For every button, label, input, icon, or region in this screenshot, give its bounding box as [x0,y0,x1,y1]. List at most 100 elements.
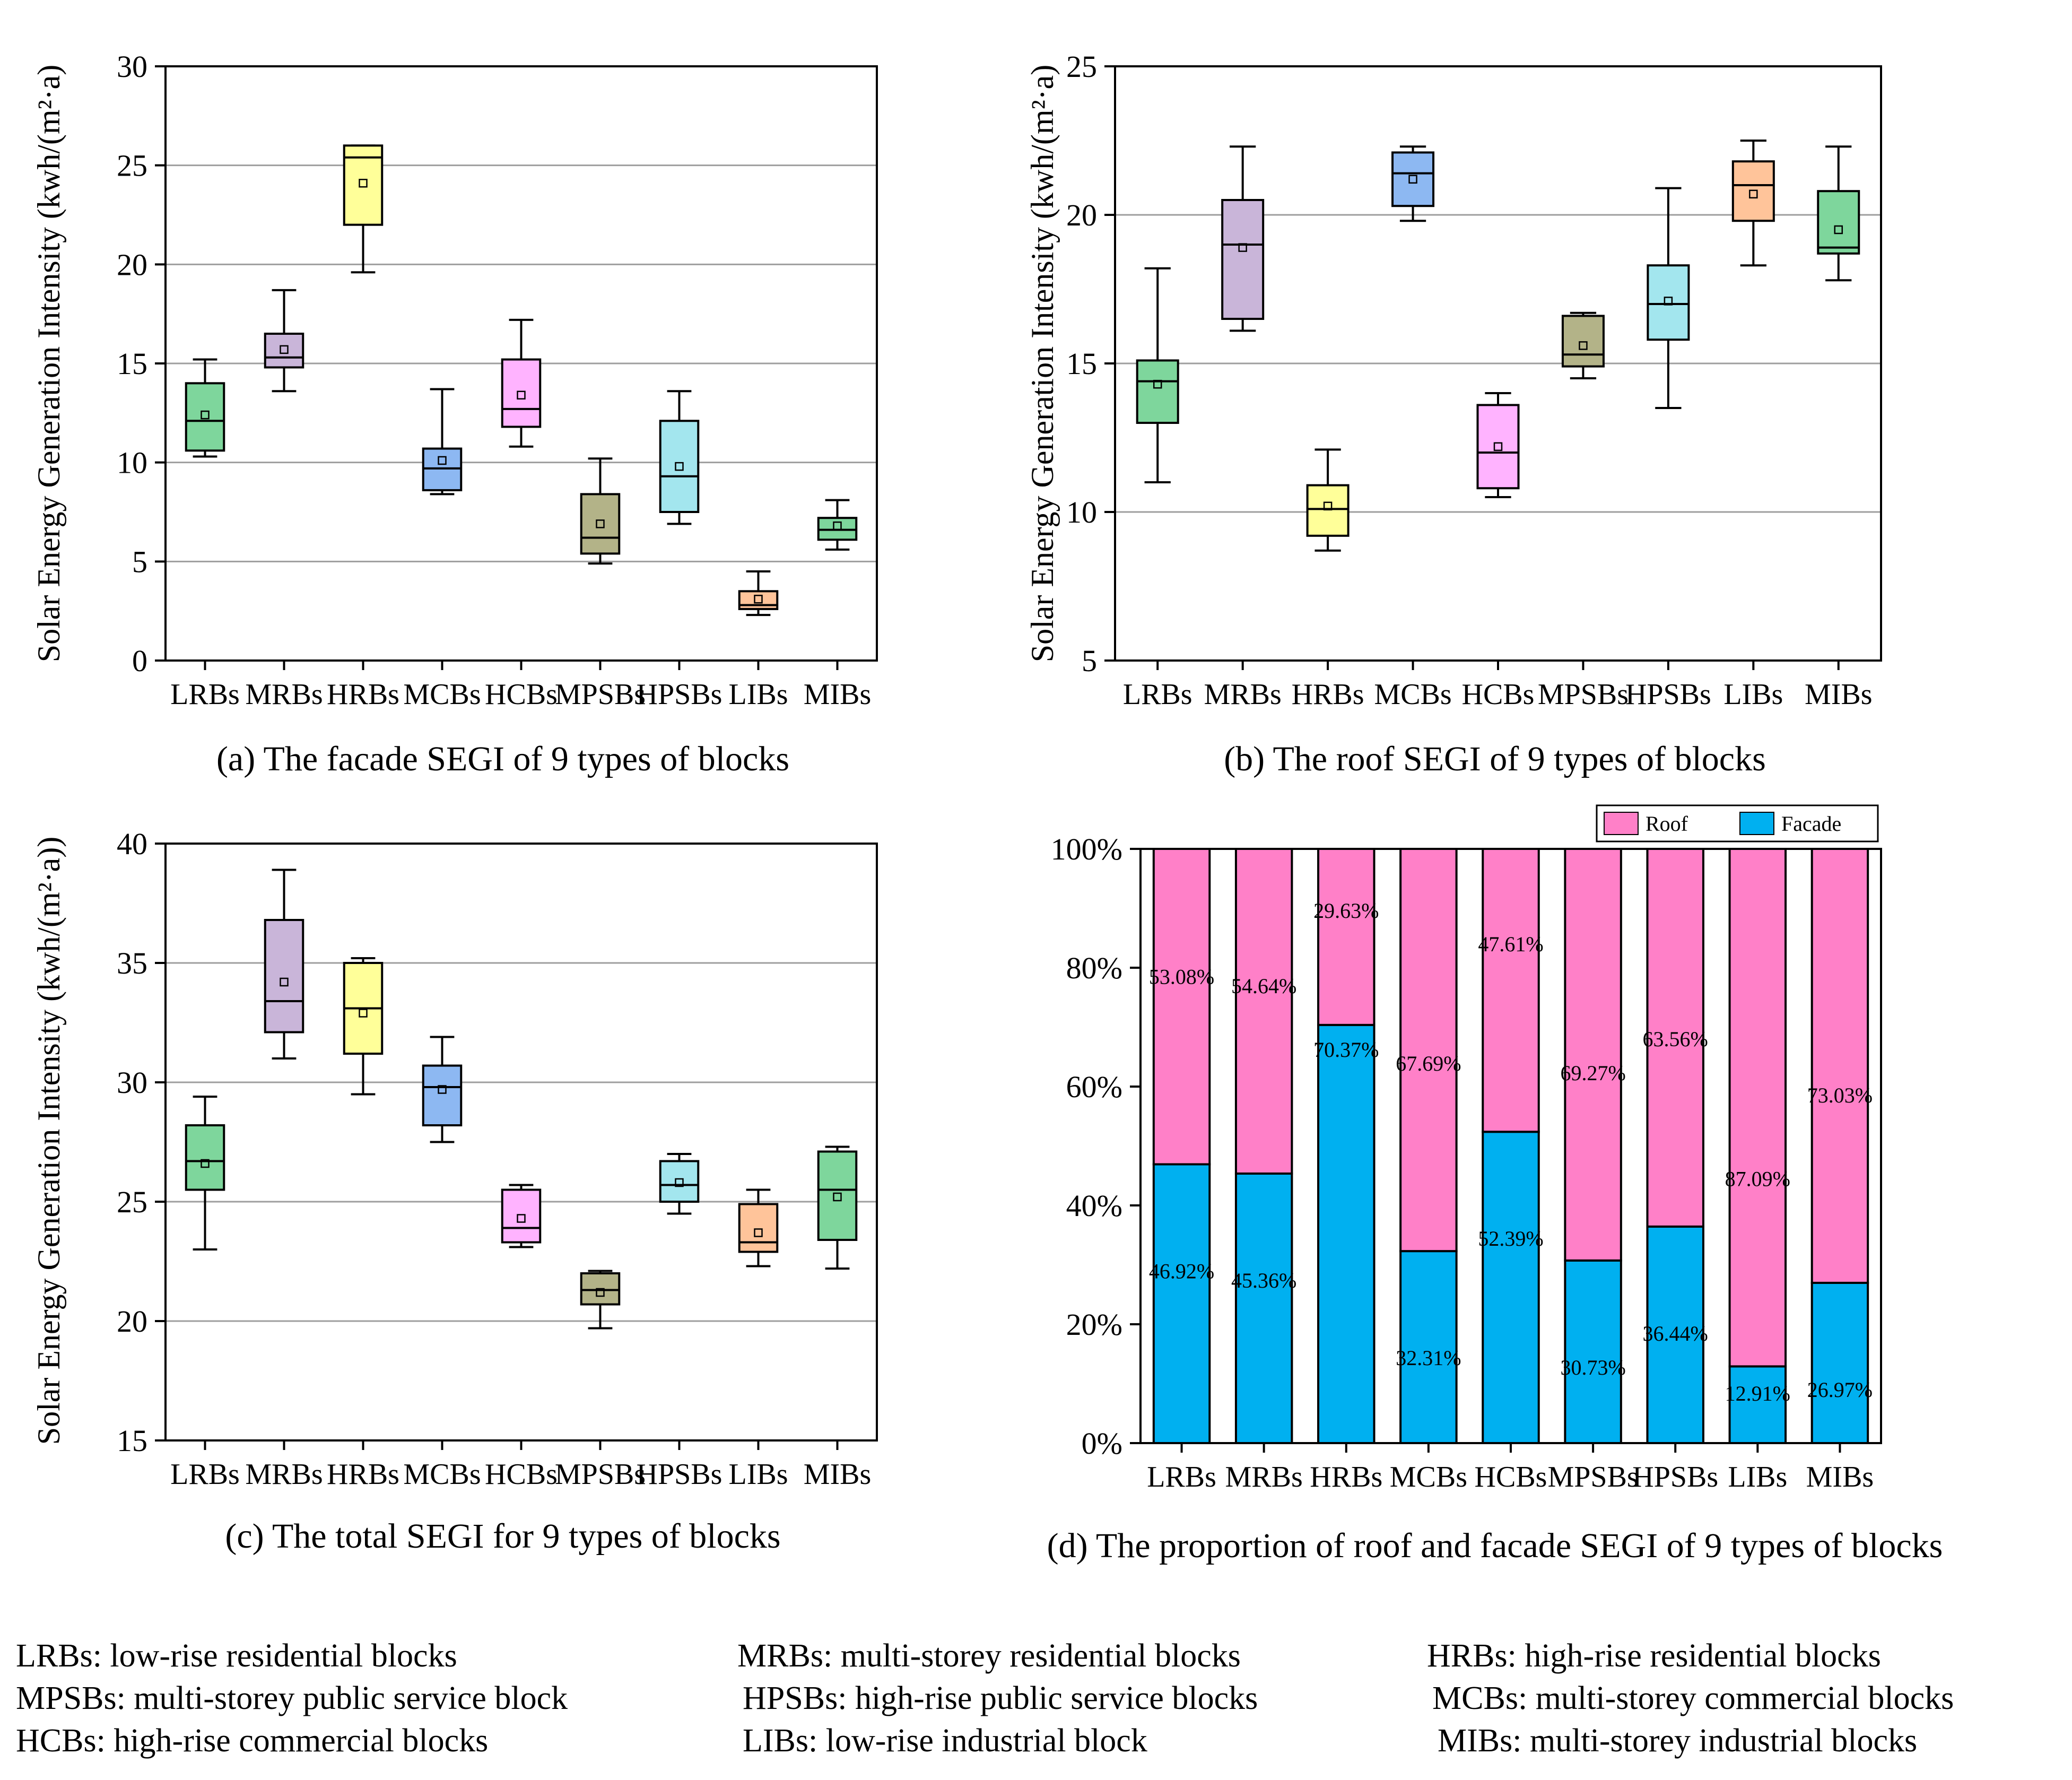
x-tick-label: HCBs [485,678,558,711]
bar-roof [1482,848,1540,1133]
roof-data-label: 67.69% [1396,1052,1461,1075]
x-tick-label: HCBs [485,1458,558,1491]
legend-line: HCBs: high-rise commercial blocks [16,1723,489,1759]
legend-line: MRBs: multi-storey residential blocks [737,1638,1241,1674]
box-iqr [1136,359,1179,424]
legend-line: MIBs: multi-storey industrial blocks [1438,1723,1918,1759]
mean-marker [1323,501,1333,511]
box-HRBs [1306,448,1350,552]
box-iqr [1561,315,1605,368]
y-tick-label: 35 [117,946,147,980]
mean-marker [438,1085,447,1094]
x-tick-label: LIBs [1723,678,1783,711]
box-MRBs [1221,145,1265,332]
bar-MCBs: 32.31% 67.69% [1396,848,1461,1444]
bar-roof [1399,848,1458,1253]
box-LRBs [185,1096,225,1251]
mean-marker [201,1159,210,1168]
legend-label-roof: Roof [1646,812,1688,836]
chart-title: (a) The facade SEGI of 9 types of blocks [216,740,789,778]
mean-marker [280,345,289,354]
box-HCBs [501,1184,542,1248]
box-HRBs [343,957,384,1096]
mean-marker [1238,243,1247,252]
legend-box [1596,804,1879,843]
x-tick-label: HPSBs [1632,1461,1718,1494]
mean-marker [596,519,605,528]
y-tick-label: 0 [132,644,147,678]
legend-line: MCBs: multi-storey commercial blocks [1432,1680,1954,1716]
bar-roof [1234,848,1293,1175]
x-tick-label: LRBs [170,1458,240,1491]
y-tick-label: 5 [132,544,147,579]
stacked-bar-panel: 46.92% 53.08% LRBs 45.36% 54.64% MRBs 70.37% 29… [1047,804,1943,1565]
mean-marker [675,1178,684,1187]
legend-swatch-facade [1739,812,1774,835]
y-tick-label: 15 [117,346,147,381]
box-MCBs [422,1036,463,1143]
x-tick-label: MIBs [804,678,872,711]
y-tick-label: 10 [117,446,147,480]
x-tick-label: LIBs [1728,1461,1787,1494]
y-tick-label: 20% [1066,1307,1122,1342]
box-HPSBs [659,1153,700,1215]
bar-facade [1564,1259,1622,1444]
box-iqr [264,333,304,369]
x-tick-label: MCBs [1390,1461,1467,1494]
roof-data-label: 87.09% [1725,1167,1790,1191]
facade-data-label: 70.37% [1313,1038,1379,1062]
roof-data-label: 73.03% [1807,1083,1873,1107]
box-MIBs [817,1145,858,1270]
y-tick-label: 40% [1066,1188,1122,1223]
box-iqr [1731,160,1775,222]
x-tick-label: MRBs [245,1458,323,1491]
y-tick-label: 30 [117,1065,147,1100]
y-tick-label: 20 [1066,198,1097,232]
x-tick-label: HCBs [1462,678,1535,711]
box-iqr [1221,199,1265,320]
bar-facade [1810,1281,1869,1445]
bar-LIBs: 12.91% 87.09% [1725,848,1790,1444]
box-MCBs [422,388,463,496]
x-tick-label: MPSBs [1538,678,1629,711]
y-tick-label: 30 [117,49,147,84]
facade-data-label: 36.44% [1643,1322,1708,1345]
y-tick-label: 25 [117,149,147,183]
bar-facade [1482,1131,1540,1444]
x-tick-label: LRBs [1123,678,1192,711]
box-iqr [501,358,542,428]
box-HPSBs [659,390,700,525]
box-MPSBs [580,1270,621,1330]
x-tick-label: MIBs [804,1458,872,1491]
box-iqr [659,420,700,513]
x-tick-label: LRBs [1147,1461,1216,1494]
chart-title: (b) The roof SEGI of 9 types of blocks [1224,740,1766,778]
mean-marker [517,1214,526,1223]
bar-roof [1646,848,1704,1228]
mean-marker [280,977,289,987]
facade-data-label: 46.92% [1149,1259,1214,1283]
mean-marker [1749,189,1758,199]
mean-marker [517,390,526,400]
bar-HRBs: 70.37% 29.63% [1313,848,1379,1444]
x-tick-label: HRBs [327,678,399,711]
chart-title: (c) The total SEGI for 9 types of blocks [225,1517,780,1556]
box-iqr [1391,151,1435,207]
x-tick-label: MIBs [1805,678,1873,711]
box-LIBs [1731,140,1775,267]
box-iqr [580,493,621,555]
legend-line: LIBs: low-rise industrial block [743,1723,1147,1759]
x-tick-label: HPSBs [637,1458,722,1491]
legend-line: LRBs: low-rise residential blocks [16,1638,457,1674]
mean-marker [1153,379,1162,389]
box-iqr [1476,404,1520,490]
box-MPSBs [1561,311,1605,379]
facade-data-label: 26.97% [1807,1378,1873,1402]
legend: Roof Facade [1596,804,1879,843]
box-HRBs [343,144,384,274]
facade-data-label: 30.73% [1560,1356,1625,1379]
y-tick-label: 0% [1082,1426,1122,1461]
chart-title: (d) The proportion of roof and facade SE… [1047,1526,1943,1565]
